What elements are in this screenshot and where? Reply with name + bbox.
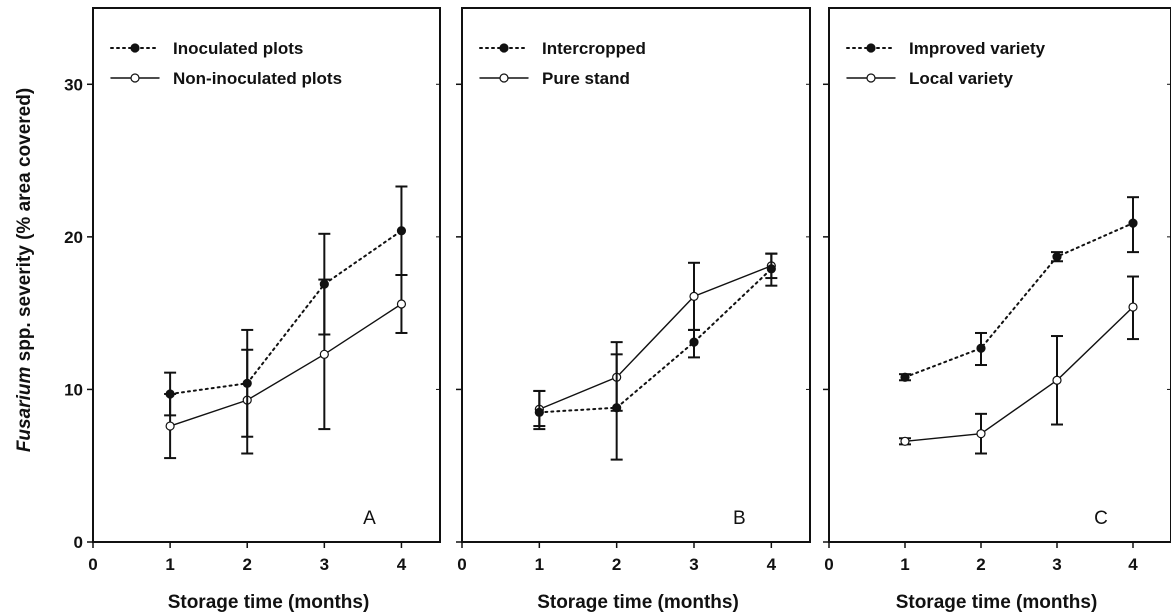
data-point (1052, 375, 1062, 385)
legend-label: Inoculated plots (173, 39, 303, 58)
series-line (904, 306, 1134, 443)
legend-label: Non-inoculated plots (173, 69, 342, 88)
legend-label: Improved variety (909, 39, 1046, 58)
data-point (900, 372, 910, 382)
series-line (169, 229, 403, 396)
data-point (1052, 252, 1062, 262)
series-line (169, 303, 403, 427)
data-point (319, 349, 329, 359)
x-tick-label: 4 (767, 555, 777, 574)
legend-marker (499, 73, 509, 83)
y-tick-label: 10 (64, 380, 83, 399)
y-axis-label-italic: Fusarium (14, 367, 35, 453)
panel-letter: A (363, 508, 376, 529)
legend-marker (866, 43, 876, 53)
x-tick-label: 3 (689, 555, 698, 574)
data-point (1128, 218, 1138, 228)
data-point (976, 429, 986, 439)
data-point (689, 337, 699, 347)
x-tick-label: 0 (824, 555, 833, 574)
data-point (766, 264, 776, 274)
x-tick-label: 1 (535, 555, 544, 574)
x-tick-label: 0 (88, 555, 97, 574)
data-point (165, 389, 175, 399)
y-tick-label: 30 (64, 75, 83, 94)
x-tick-label: 4 (1128, 555, 1138, 574)
x-tick-label: 2 (242, 555, 251, 574)
legend-label: Pure stand (542, 69, 630, 88)
data-point (165, 421, 175, 431)
y-tick-label: 0 (74, 533, 83, 552)
x-tick-label: 1 (900, 555, 909, 574)
legend-marker (130, 43, 140, 53)
legend-label: Intercropped (542, 39, 646, 58)
data-point (612, 403, 622, 413)
x-tick-label: 0 (457, 555, 466, 574)
x-tick-label: 4 (397, 555, 407, 574)
x-tick-label: 2 (976, 555, 985, 574)
series-line (904, 222, 1134, 379)
panel-letter: B (733, 508, 746, 529)
plot-frame (828, 7, 1171, 543)
x-tick-label: 3 (1052, 555, 1061, 574)
data-point (396, 226, 407, 236)
data-point (534, 407, 544, 417)
panel-a: 0 10 20 30 0 1 2 3 4 Storage time (months) Inocula… (64, 7, 441, 612)
series-line (538, 265, 773, 410)
legend-marker (499, 43, 509, 53)
y-tick-label: 20 (64, 228, 83, 247)
series-line (538, 267, 773, 414)
legend-marker (130, 73, 140, 83)
panel-letter: C (1094, 508, 1108, 529)
panel-c: 0 1 2 3 4 Storage time (months) Improved varie… (823, 7, 1171, 612)
y-axis-label-rest: spp. severity (% area covered) (14, 88, 35, 367)
panel-b: 0 1 2 3 4 Storage time (months) Intercropped Pu… (456, 7, 811, 612)
x-axis-label: Storage time (months) (896, 592, 1098, 612)
data-point (1128, 302, 1138, 312)
x-axis-label: Storage time (months) (537, 592, 739, 612)
data-point (396, 299, 407, 309)
x-tick-label: 2 (612, 555, 621, 574)
data-point (242, 378, 252, 388)
y-axis-label: Fusarium spp. severity (% area covered) (14, 88, 35, 452)
x-axis-label: Storage time (months) (168, 592, 370, 612)
legend-marker (866, 73, 876, 83)
x-tick-label: 1 (165, 555, 174, 574)
legend-label: Local variety (909, 69, 1013, 88)
plot-frame (92, 7, 441, 543)
data-point (976, 343, 986, 353)
data-point (319, 279, 329, 289)
x-tick-label: 3 (320, 555, 329, 574)
data-point (689, 291, 699, 301)
plot-frame (461, 7, 811, 543)
data-point (900, 436, 910, 446)
